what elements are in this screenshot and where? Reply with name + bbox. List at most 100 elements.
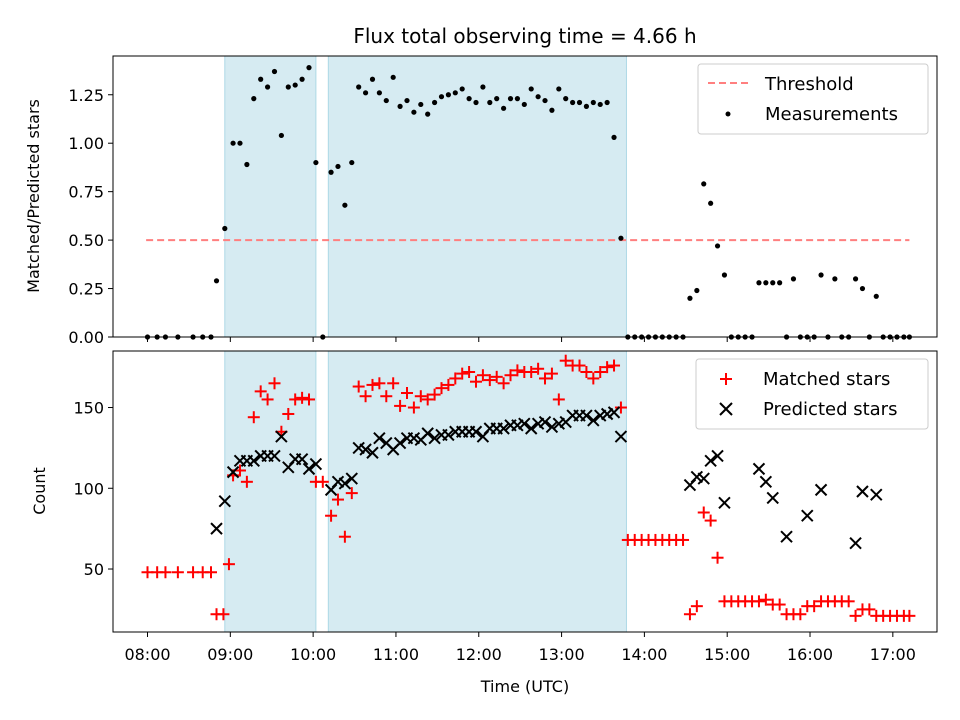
measurement-point — [859, 285, 866, 292]
matched-star-point — [325, 509, 338, 522]
x-tick-label: 13:00 — [539, 645, 585, 664]
predicted-star-point — [711, 449, 724, 463]
bottom-y-axis-label: Count — [30, 467, 49, 515]
matched-star-point — [539, 372, 552, 385]
bottom-y-axis: 50 100 150 — [73, 399, 113, 579]
x-tick-label: 11:00 — [373, 645, 419, 664]
measurement-point — [590, 99, 596, 106]
measurement-point — [501, 105, 507, 111]
measurement-point — [328, 169, 334, 175]
matched-star-point — [794, 608, 807, 621]
x-stroke-b — [345, 472, 358, 485]
x-stroke-b — [338, 477, 352, 490]
x-stroke-b — [545, 420, 559, 434]
x-stroke-b — [373, 431, 386, 445]
predicted-star-point — [302, 462, 316, 476]
x-tick-label: 12:00 — [456, 645, 502, 664]
measurements-series — [144, 65, 912, 340]
x-tick-label: 16:00 — [787, 645, 833, 664]
matched-star-point — [435, 382, 448, 395]
measurement-point — [790, 276, 797, 282]
measurement-point — [369, 76, 376, 82]
x-stroke-b — [780, 530, 793, 543]
measurement-point — [763, 280, 769, 286]
matched-star-point — [580, 365, 593, 378]
measurement-point — [222, 225, 228, 232]
x-stroke-b — [428, 431, 441, 445]
measurement-point — [714, 243, 721, 249]
y-tick-label: 1.00 — [68, 134, 104, 153]
matched-star-point — [483, 374, 496, 387]
matched-star-point — [470, 375, 483, 388]
predicted-star-point — [766, 491, 779, 505]
bottom-legend-box — [695, 358, 929, 430]
x-stroke-b — [469, 425, 483, 438]
x-stroke-b — [518, 417, 531, 430]
bottom-x-axis: 08:00 09:00 10:00 11:00 12:00 13:00 14:00 15:00… — [124, 632, 916, 664]
predicted-star-point — [697, 472, 710, 485]
y-tick-label: 50 — [84, 560, 104, 579]
legend-measurements-swatch — [725, 111, 731, 117]
measurement-point — [452, 90, 458, 96]
matched-star-point — [407, 401, 420, 414]
predicted-star-point — [268, 449, 281, 463]
measurement-point — [342, 202, 348, 208]
measurement-point — [278, 132, 284, 139]
matched-star-point — [490, 370, 503, 383]
measurement-point — [230, 140, 236, 146]
legend-threshold-label: Threshold — [764, 74, 854, 95]
matched-star-point — [331, 493, 344, 506]
measurement-point — [251, 96, 257, 102]
measurement-point — [397, 103, 403, 109]
observing-interval-2 — [327, 55, 627, 338]
measurement-point — [356, 84, 362, 90]
x-stroke-b — [331, 475, 345, 489]
matched-star-point — [261, 393, 274, 406]
legend-measurements-label: Measurements — [765, 104, 898, 125]
matched-star-point — [373, 377, 386, 390]
measurement-point — [349, 159, 355, 166]
predicted-star-point — [393, 436, 407, 450]
measurement-point — [438, 94, 445, 100]
predicted-star-point — [718, 496, 731, 510]
matched-star-point — [752, 595, 765, 608]
measurement-point — [542, 97, 548, 104]
matched-star-point — [289, 393, 302, 406]
measurement-point — [487, 99, 493, 106]
measurement-point — [480, 84, 486, 90]
predicted-star-point — [210, 522, 223, 535]
predicted-star-point — [359, 443, 372, 456]
measurement-point — [335, 163, 341, 170]
predicted-star-point — [226, 465, 240, 479]
x-tick-label: 15:00 — [704, 645, 750, 664]
matched-star-point — [428, 388, 441, 401]
x-stroke-b — [226, 465, 240, 479]
matched-star-point — [217, 608, 230, 621]
matched-star-point — [204, 566, 217, 579]
x-stroke-b — [302, 462, 316, 476]
measurement-point — [390, 74, 396, 80]
x-stroke-b — [380, 436, 393, 450]
top-x-ticks — [147, 337, 894, 342]
matched-star-point — [442, 378, 455, 391]
predicted-star-point — [247, 454, 260, 468]
x-stroke-b — [870, 488, 883, 501]
measurement-point — [494, 96, 500, 102]
measurement-point — [514, 96, 521, 102]
measurement-point — [418, 101, 424, 108]
measurement-point — [556, 86, 562, 92]
matched-star-point — [159, 566, 172, 579]
observing-intervals — [224, 350, 627, 633]
predicted-star-point — [870, 488, 883, 501]
matched-star-point — [282, 407, 295, 420]
measurement-point — [213, 278, 220, 284]
matched-star-point — [449, 372, 462, 385]
matched-star-point — [559, 354, 572, 367]
x-tick-label: 09:00 — [207, 645, 253, 664]
matched-star-point — [359, 390, 372, 403]
x-stroke-b — [393, 436, 407, 450]
measurement-point — [292, 82, 298, 88]
predicted-star-point — [421, 427, 434, 440]
matched-star-point — [254, 385, 267, 398]
matched-star-point — [338, 530, 351, 543]
